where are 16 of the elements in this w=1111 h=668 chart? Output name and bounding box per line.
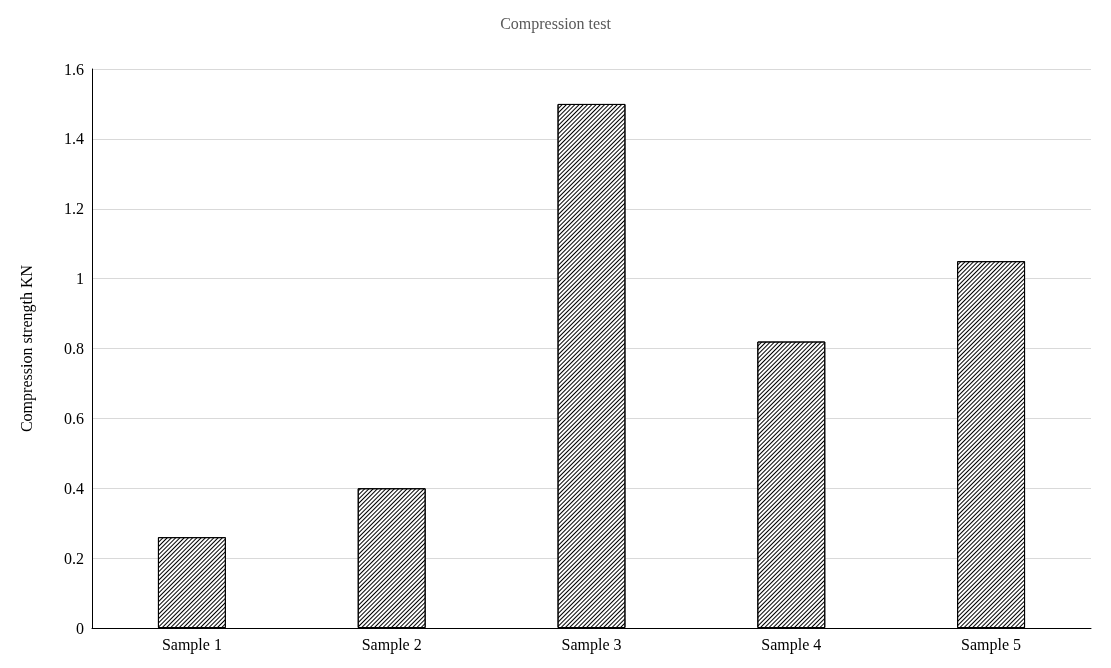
x-tick-label: Sample 5: [961, 635, 1022, 654]
x-tick-label: Sample 2: [361, 635, 422, 654]
x-tick-label: Sample 3: [561, 635, 622, 654]
y-tick-label: 0: [76, 619, 84, 637]
y-tick-label: 0.6: [64, 409, 84, 427]
x-tick-label: Sample 1: [161, 635, 222, 654]
y-tick-label: 1.2: [64, 200, 84, 218]
y-tick-label: 1.6: [64, 60, 84, 78]
y-tick-label: 1: [76, 270, 84, 288]
y-tick-label: 1.4: [64, 130, 84, 148]
y-axis-title: Compression strength KN: [17, 264, 36, 433]
x-tick-label: Sample 4: [761, 635, 822, 654]
y-tick-label: 0.8: [64, 340, 84, 357]
chart-title: Compression test: [500, 14, 612, 33]
y-tick-label: 0.4: [64, 479, 84, 497]
y-tick-label: 0.2: [64, 549, 84, 567]
